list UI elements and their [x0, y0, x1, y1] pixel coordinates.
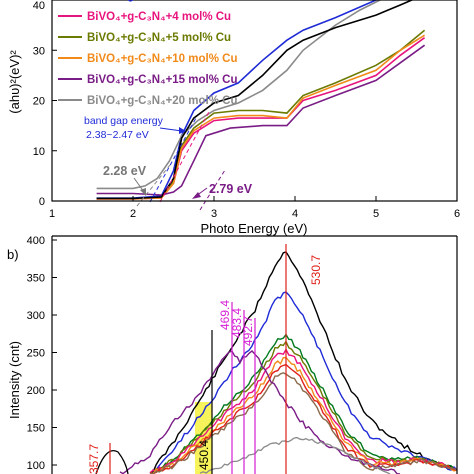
panel-a-y-tick-label: 30	[33, 45, 45, 57]
panel-b-y-tick-label: 300	[27, 310, 45, 322]
series-line-6	[96, 0, 382, 190]
panel-a-x-tick-label: 2	[130, 208, 136, 220]
peak-label-450.4: 450.4	[197, 440, 211, 470]
panel-b-ticks: 100 150 200 250 300 350 400	[27, 235, 57, 472]
panel-a-x-tick-label: 1	[49, 208, 55, 220]
series-line-7	[96, 0, 414, 200]
panel-a-x-tick-label: 5	[373, 208, 379, 220]
emission-curve-8	[149, 372, 458, 474]
value-2.28-arrow-head	[140, 188, 146, 196]
value-label-2.79: 2.79 eV	[209, 182, 253, 196]
panel-b-label: b)	[7, 247, 19, 262]
band-gap-label-line1: band gap energy	[84, 115, 164, 127]
emission-curve-4	[152, 340, 458, 474]
panel-a-x-tick-label: 3	[211, 208, 217, 220]
emission-curve-6	[149, 356, 458, 474]
emission-curve-2	[149, 291, 458, 474]
legend-entry: BiVO₄+g-C₃N₄+5 mol% Cu	[87, 32, 231, 44]
panel-a-x-tick-label: 6	[454, 208, 460, 220]
peak-label-483.4: 483.4	[230, 308, 244, 338]
band-gap-label-background	[78, 114, 176, 142]
tangent-line-4	[199, 169, 226, 211]
series-line-4	[96, 34, 426, 200]
panel-a-tangent-lines	[136, 109, 226, 211]
panel-b-y-tick-label: 150	[27, 423, 45, 435]
legend-entry: BiVO₄+g-C₃N₄+10 mol% Cu	[87, 53, 237, 65]
panel-a-curves	[96, 0, 426, 200]
series-line-1	[96, 0, 386, 199]
series-line-5	[96, 44, 426, 196]
panel-b-y-tick-label: 250	[27, 348, 45, 360]
tangent-line-3	[136, 164, 171, 207]
band-gap-label-line2: 2.38~2.47 eV	[86, 129, 149, 141]
panel-a-x-axis-title: Photo Energy (eV)	[201, 221, 308, 236]
panel-a-y-tick-label: 20	[33, 96, 45, 108]
legend-entry: BiVO₄+g-C₃N₄+15 mol% Cu	[87, 74, 237, 86]
panel-b-peak-markers	[109, 244, 287, 474]
panel-b-y-tick-label: 100	[27, 460, 45, 472]
panel-a-x-tick-label: 4	[292, 208, 298, 220]
legend-entry: BiVO₄+g-C₃N₄+4 mol% Cu	[87, 11, 231, 23]
panel-b-y-tick-label: 400	[27, 235, 45, 247]
band-gap-arrow-head	[179, 127, 186, 134]
panel-b-y-tick-label: 350	[27, 273, 45, 285]
value-2.79-arrow-head	[192, 192, 201, 199]
emission-curve-1	[149, 251, 458, 474]
panel-b-y-tick-label: 200	[27, 385, 45, 397]
panel-a-y-tick-label: 10	[33, 146, 45, 158]
legend-entry: BiVO₄+g-C₃N₄+1 mol% Cu	[87, 0, 231, 2]
legend-entry: BiVO₄+g-C₃N₄+20 mol% Cu	[87, 95, 237, 107]
peak-label-492.7: 492.7	[241, 316, 255, 346]
tangent-line-2	[159, 109, 211, 203]
peak-label-469.4: 469.4	[218, 300, 232, 330]
panel-a-y-tick-label: 40	[33, 0, 45, 12]
band-gap-arrow	[159, 127, 183, 132]
panel-a-y-tick-label: 0	[39, 196, 45, 208]
emission-small-peak	[95, 450, 129, 474]
tangent-line-1	[149, 117, 197, 203]
panel-b-curves	[95, 251, 458, 474]
value-label-2.28: 2.28 eV	[103, 164, 147, 178]
panel-b-y-axis-title: Intensity (cnt)	[7, 341, 22, 419]
panel-a-ticks: 1 2 3 4 5 6 0 10 20 30 40	[33, 0, 460, 220]
peak-label-530.7: 530.7	[309, 255, 323, 285]
panel-a-annotations: band gap energy 2.38~2.47 eV 2.28 eV 2.7…	[78, 114, 253, 199]
peak-label-357.7: 357.7	[87, 444, 101, 474]
emission-curve-purple	[119, 350, 401, 474]
panel-a-legend: BiVO₄+g-C₃N₄+1 mol% Cu BiVO₄+g-C₃N₄+4 mol…	[58, 0, 237, 107]
panel-a-absorption-plot: 1 2 3 4 5 6 0 10 20 30 40 Photo Energy (eV) (ahυ)²…	[7, 0, 460, 236]
panel-a-y-axis-title: (ahυ)²(eV)²	[7, 50, 22, 114]
